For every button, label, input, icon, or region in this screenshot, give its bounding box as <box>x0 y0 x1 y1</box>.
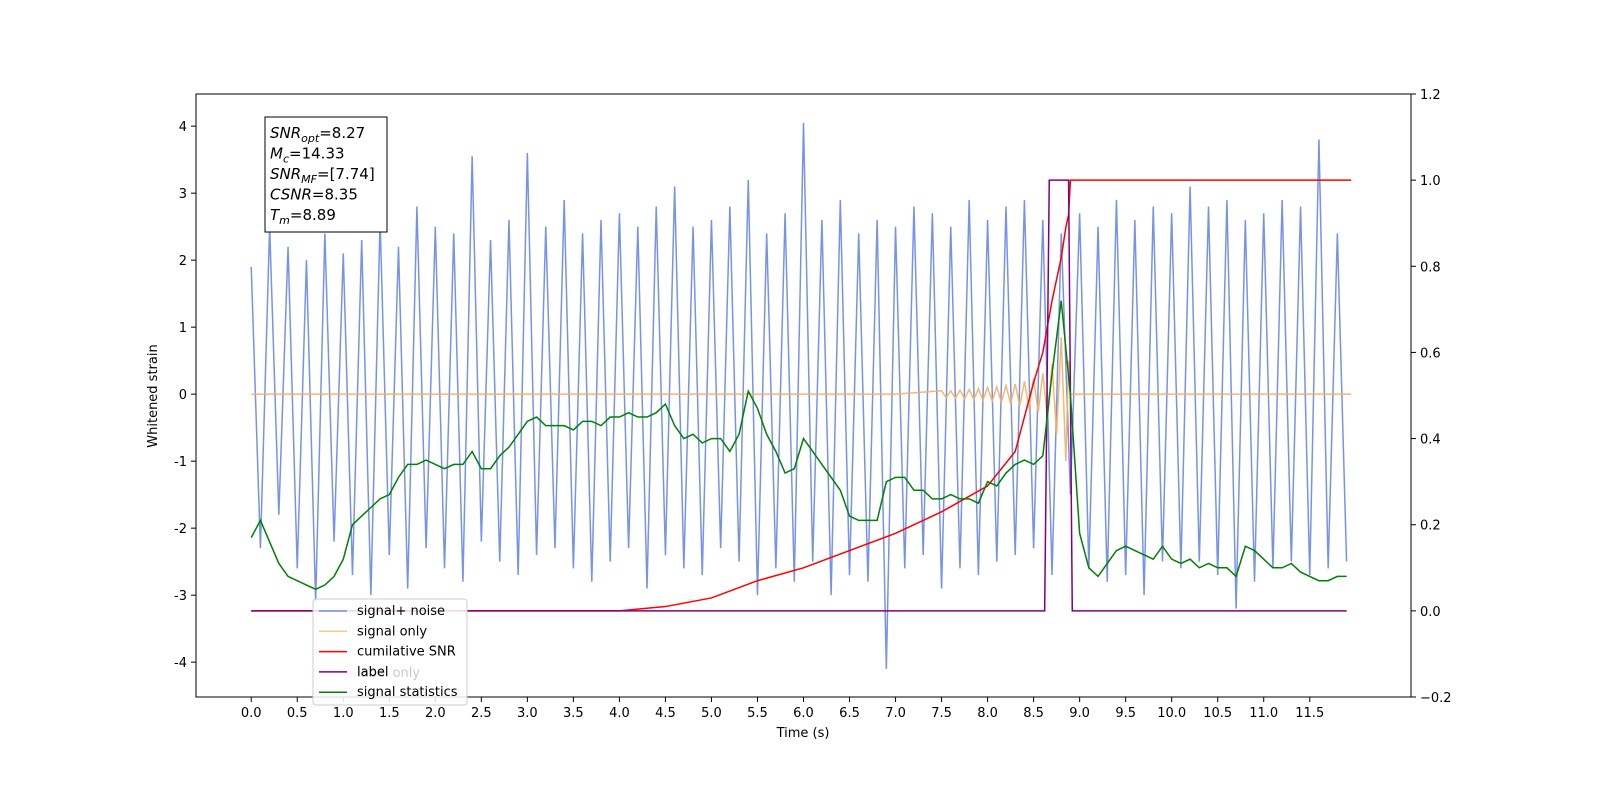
x-tick-label: 8.0 <box>977 706 998 721</box>
legend-label: signal+ noise <box>357 604 445 619</box>
y2-tick-label: 0.6 <box>1420 346 1441 361</box>
annotation-symbol: SNR <box>270 165 301 183</box>
y2-tick-label: 1.0 <box>1420 174 1441 189</box>
series-line <box>250 300 1347 591</box>
annotation-subscript: m <box>279 214 290 227</box>
x-tick-label: 3.5 <box>563 706 584 721</box>
x-tick-label: 9.5 <box>1115 706 1136 721</box>
series-line <box>251 179 1352 612</box>
annotation-symbol: M <box>270 145 283 163</box>
y2-tick-label: 1.2 <box>1420 88 1441 103</box>
annotation-value: =8.35 <box>312 186 358 204</box>
x-tick-label: 10.5 <box>1203 706 1232 721</box>
legend-label: cumilative SNR <box>357 645 456 660</box>
y2-tick-label: 0.2 <box>1420 519 1441 534</box>
y-tick-label: 2 <box>179 254 187 269</box>
x-tick-label: 11.0 <box>1249 706 1278 721</box>
legend-label: label <box>357 665 388 680</box>
y-tick-label: -4 <box>174 656 187 671</box>
annotation-subscript: c <box>283 153 289 166</box>
annotation-line: CSNR=8.35 <box>270 186 358 204</box>
y-tick-label: -1 <box>174 455 187 470</box>
annotation-subscript: MF <box>301 173 317 186</box>
series-line <box>250 122 1348 669</box>
annotation-line: SNRopt=8.27 <box>270 124 365 145</box>
x-tick-label: 3.0 <box>517 706 538 721</box>
x-tick-label: 5.5 <box>747 706 768 721</box>
x-tick-label: 6.0 <box>793 706 814 721</box>
x-tick-label: 0.5 <box>287 706 308 721</box>
x-tick-label: 7.5 <box>931 706 952 721</box>
x-tick-label: 0.0 <box>241 706 262 721</box>
annotation-value: =14.33 <box>289 145 345 163</box>
y-tick-label: -3 <box>174 589 187 604</box>
x-tick-label: 4.0 <box>609 706 630 721</box>
y-tick-label: -2 <box>174 522 187 537</box>
legend-label: signal only <box>357 624 427 639</box>
x-axis-label: Time (s) <box>776 726 830 741</box>
x-tick-label: 8.5 <box>1023 706 1044 721</box>
legend-label: signal statistics <box>357 685 458 700</box>
x-tick-label: 9.0 <box>1069 706 1090 721</box>
x-tick-label: 2.0 <box>425 706 446 721</box>
y-tick-label: 4 <box>179 120 187 135</box>
annotation-line: Tm=8.89 <box>270 206 336 227</box>
legend: label only signal+ noise signal only cumila… <box>312 598 468 706</box>
y-axis-label: Whitened strain <box>146 344 161 447</box>
y-tick-label: 1 <box>179 321 187 336</box>
y2-tick-label: 0.4 <box>1420 433 1441 448</box>
y2-tick-label: 0.0 <box>1420 605 1441 620</box>
annotation-symbol: CSNR <box>270 186 312 204</box>
annotation-symbol: T <box>270 206 281 224</box>
y-tick-label: 3 <box>179 187 187 202</box>
series-line <box>251 179 1347 612</box>
x-tick-label: 1.0 <box>333 706 354 721</box>
series-line <box>251 337 1352 462</box>
x-tick-label: 6.5 <box>839 706 860 721</box>
annotation-symbol: SNR <box>270 124 301 142</box>
legend-frame <box>312 598 468 706</box>
y2-tick-label: 0.8 <box>1420 260 1441 275</box>
x-tick-label: 2.5 <box>471 706 492 721</box>
legend-label-faint: label only <box>357 666 420 681</box>
x-tick-label: 4.5 <box>655 706 676 721</box>
annotation-value: =8.27 <box>319 124 365 142</box>
annotation-value: =[7.74] <box>317 165 375 183</box>
x-tick-label: 1.5 <box>379 706 400 721</box>
annotation-value: =8.89 <box>290 206 336 224</box>
x-tick-label: 10.0 <box>1157 706 1186 721</box>
x-tick-label: 7.0 <box>885 706 906 721</box>
y-tick-label: 0 <box>179 388 187 403</box>
annotation-line: SNRMF=[7.74] <box>270 165 375 186</box>
x-tick-label: 11.5 <box>1295 706 1324 721</box>
annotation-frame <box>264 116 388 233</box>
annotation-box: SNRopt=8.27Mc=14.33SNRMF=[7.74]CSNR=8.35… <box>264 116 388 233</box>
annotation-line: Mc=14.33 <box>270 145 345 166</box>
x-tick-label: 5.0 <box>701 706 722 721</box>
annotation-subscript: opt <box>301 132 320 145</box>
y2-tick-label: −0.2 <box>1420 691 1452 706</box>
